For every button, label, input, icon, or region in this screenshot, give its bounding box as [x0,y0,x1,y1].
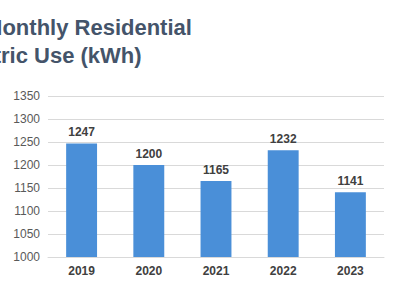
svg-text:1232: 1232 [270,132,297,146]
svg-text:2022: 2022 [270,264,297,278]
svg-text:1250: 1250 [13,135,40,149]
svg-text:1100: 1100 [14,204,40,218]
svg-text:2020: 2020 [135,264,162,278]
svg-text:2023: 2023 [337,264,364,278]
svg-text:1165: 1165 [203,163,229,177]
svg-text:1350: 1350 [13,89,40,103]
svg-text:2021: 2021 [203,264,230,278]
svg-text:1247: 1247 [68,125,95,139]
svg-text:1200: 1200 [135,147,162,161]
svg-text:2019: 2019 [68,264,95,278]
svg-text:1150: 1150 [14,181,40,195]
svg-text:1200: 1200 [13,158,40,172]
svg-text:1050: 1050 [13,227,40,241]
svg-text:1300: 1300 [13,112,40,126]
svg-text:Average Monthly Residential: Average Monthly Residential [0,15,198,40]
svg-text:Electric Use (kWh): Electric Use (kWh) [0,43,142,68]
svg-text:1000: 1000 [13,250,40,264]
svg-text:1141: 1141 [337,174,363,188]
